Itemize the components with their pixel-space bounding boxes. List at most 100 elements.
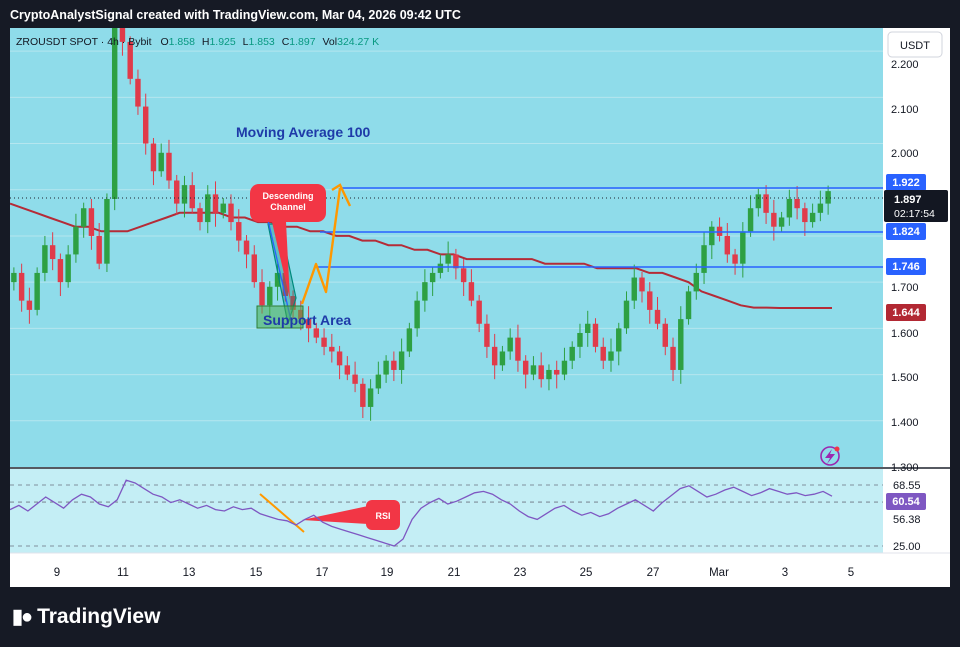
candle-body[interactable] bbox=[181, 185, 188, 204]
candle-body[interactable] bbox=[476, 300, 482, 324]
candle-body[interactable] bbox=[639, 277, 645, 292]
candle-body[interactable] bbox=[305, 319, 312, 329]
candle-body[interactable] bbox=[709, 226, 715, 246]
candle-body[interactable] bbox=[616, 328, 622, 352]
candle-body[interactable] bbox=[817, 203, 824, 213]
rsi-note[interactable] bbox=[366, 500, 400, 530]
candle-body[interactable] bbox=[786, 198, 793, 218]
symbol-label[interactable]: ZROUSDT SPOT · 4h · Bybit bbox=[16, 36, 152, 48]
candle-body[interactable] bbox=[398, 351, 405, 370]
candle-body[interactable] bbox=[150, 143, 157, 172]
candle-body[interactable] bbox=[608, 351, 614, 361]
candle-body[interactable] bbox=[360, 383, 366, 407]
tradingview-logo[interactable]: ▮● TradingView bbox=[12, 604, 160, 629]
candle-body[interactable] bbox=[313, 328, 320, 338]
alert-flash-icon[interactable] bbox=[820, 446, 840, 466]
candle-body[interactable] bbox=[243, 240, 250, 255]
candle-body[interactable] bbox=[197, 208, 203, 223]
candle-body[interactable] bbox=[701, 245, 707, 273]
descending-channel-note[interactable] bbox=[250, 184, 326, 222]
candle-body[interactable] bbox=[453, 254, 459, 269]
candle-body[interactable] bbox=[391, 360, 397, 370]
candle-body[interactable] bbox=[18, 272, 25, 301]
candle-body[interactable] bbox=[662, 323, 668, 347]
candle-body[interactable] bbox=[212, 194, 219, 213]
candle-body[interactable] bbox=[367, 388, 374, 407]
candle-body[interactable] bbox=[522, 360, 529, 375]
candle-body[interactable] bbox=[352, 374, 358, 384]
candle-body[interactable] bbox=[65, 254, 71, 283]
candle-body[interactable] bbox=[344, 365, 351, 375]
candle-body[interactable] bbox=[460, 268, 467, 283]
candle-body[interactable] bbox=[569, 346, 575, 361]
candle-body[interactable] bbox=[468, 282, 475, 301]
candle-body[interactable] bbox=[561, 360, 568, 375]
candle-body[interactable] bbox=[623, 300, 630, 329]
candle-body[interactable] bbox=[414, 300, 420, 329]
candle-body[interactable] bbox=[538, 365, 544, 380]
candle-body[interactable] bbox=[321, 337, 327, 347]
candle-body[interactable] bbox=[530, 365, 537, 375]
candle-body[interactable] bbox=[422, 282, 428, 301]
candle-body[interactable] bbox=[484, 323, 490, 347]
candle-body[interactable] bbox=[763, 194, 769, 213]
candle-body[interactable] bbox=[670, 346, 676, 370]
moving-average-annotation[interactable]: Moving Average 100 bbox=[236, 124, 371, 140]
candle-body[interactable] bbox=[631, 277, 637, 301]
candle-body[interactable] bbox=[585, 323, 591, 333]
candle-body[interactable] bbox=[236, 222, 242, 241]
chart-frame[interactable]: Descending Channel Moving Average 100 Su… bbox=[10, 28, 950, 587]
candle-body[interactable] bbox=[274, 272, 281, 287]
candle-body[interactable] bbox=[577, 332, 583, 347]
candle-body[interactable] bbox=[437, 263, 444, 273]
candle-body[interactable] bbox=[375, 374, 382, 389]
candle-body[interactable] bbox=[228, 203, 234, 223]
candle-body[interactable] bbox=[740, 231, 746, 264]
candle-body[interactable] bbox=[491, 346, 498, 366]
candle-body[interactable] bbox=[166, 152, 172, 181]
currency-button-label[interactable]: USDT bbox=[900, 40, 930, 52]
candle-body[interactable] bbox=[88, 208, 95, 236]
candle-body[interactable] bbox=[111, 28, 118, 199]
ohlc-legend[interactable]: ZROUSDT SPOT · 4h · Bybit O1.858 H1.925 … bbox=[16, 36, 379, 48]
candle-body[interactable] bbox=[142, 106, 149, 144]
candle-body[interactable] bbox=[794, 198, 800, 209]
candle-body[interactable] bbox=[747, 208, 754, 232]
candle-body[interactable] bbox=[34, 272, 40, 310]
candle-body[interactable] bbox=[220, 203, 226, 213]
rsi-divergence-line[interactable] bbox=[259, 493, 305, 533]
candle-body[interactable] bbox=[724, 235, 731, 255]
candle-body[interactable] bbox=[406, 328, 413, 352]
candle-body[interactable] bbox=[80, 208, 87, 227]
candle-body[interactable] bbox=[104, 198, 110, 264]
candle-body[interactable] bbox=[647, 291, 653, 310]
candle-body[interactable] bbox=[499, 351, 506, 366]
candle-body[interactable] bbox=[429, 272, 436, 283]
candle-body[interactable] bbox=[73, 226, 79, 255]
candle-body[interactable] bbox=[600, 346, 606, 361]
candle-body[interactable] bbox=[282, 272, 289, 297]
candle-body[interactable] bbox=[592, 323, 599, 347]
candle-body[interactable] bbox=[96, 235, 102, 264]
candle-body[interactable] bbox=[678, 319, 684, 370]
candle-body[interactable] bbox=[507, 337, 513, 352]
candle-body[interactable] bbox=[685, 291, 692, 320]
candle-body[interactable] bbox=[771, 212, 777, 227]
candle-body[interactable] bbox=[732, 254, 738, 264]
candle-body[interactable] bbox=[825, 191, 831, 204]
candle-body[interactable] bbox=[158, 152, 164, 172]
candle-body[interactable] bbox=[553, 369, 560, 375]
candle-body[interactable] bbox=[42, 245, 48, 273]
candlesticks[interactable] bbox=[11, 28, 831, 421]
candle-body[interactable] bbox=[259, 282, 265, 306]
candle-body[interactable] bbox=[290, 296, 296, 310]
candle-body[interactable] bbox=[778, 217, 785, 227]
candle-body[interactable] bbox=[546, 369, 552, 380]
candle-body[interactable] bbox=[49, 245, 56, 260]
projection-arrow[interactable] bbox=[300, 187, 342, 305]
candle-body[interactable] bbox=[26, 300, 33, 310]
candle-body[interactable] bbox=[251, 254, 257, 283]
candle-body[interactable] bbox=[119, 28, 126, 42]
candle-body[interactable] bbox=[57, 259, 64, 283]
support-area-annotation[interactable]: Support Area bbox=[263, 312, 351, 328]
